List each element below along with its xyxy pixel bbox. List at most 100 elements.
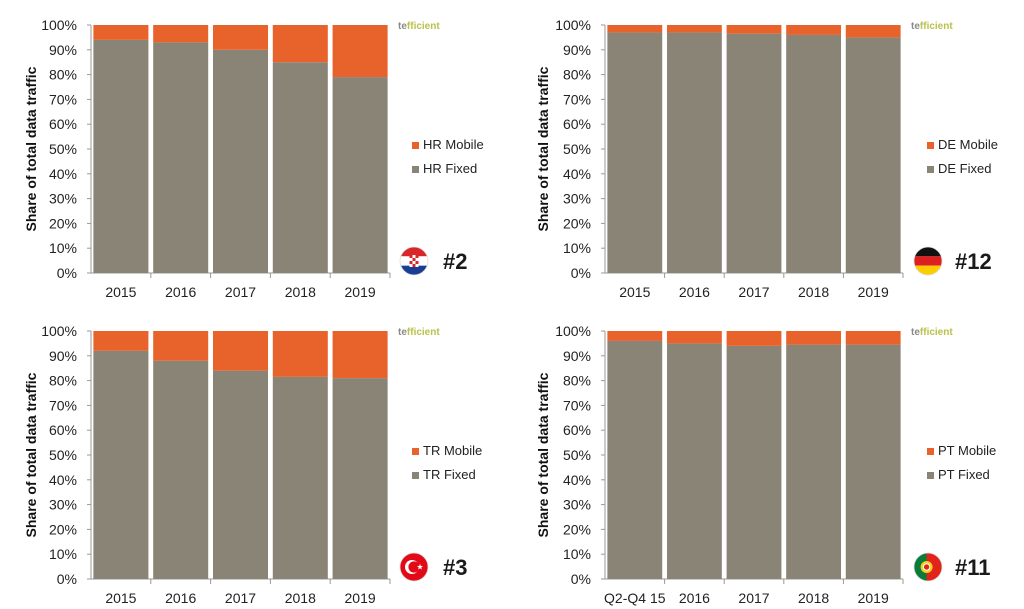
bar-mobile <box>212 331 269 371</box>
bar-mobile <box>607 25 663 33</box>
legend-label-mobile: PT Mobile <box>938 443 996 458</box>
y-tick-label: 60% <box>49 422 77 438</box>
y-tick-label: 80% <box>563 373 591 389</box>
bar-mobile <box>786 25 842 35</box>
y-tick-label: 30% <box>49 191 77 207</box>
y-tick-label: 10% <box>49 546 77 562</box>
x-tick-label: 2015 <box>105 590 136 606</box>
bar-fixed <box>786 34 842 273</box>
y-tick-label: 90% <box>49 42 77 58</box>
turkey-flag-icon <box>399 552 429 582</box>
tefficient-logo: tefficient <box>398 327 440 338</box>
x-tick-label: 2017 <box>225 284 256 300</box>
legend-swatch-mobile <box>927 448 934 455</box>
rank-badge: #2 <box>443 249 467 274</box>
bar-fixed <box>332 378 388 579</box>
bar-fixed <box>153 42 209 273</box>
x-tick-label: 2016 <box>679 284 710 300</box>
bar-mobile <box>332 25 388 78</box>
y-tick-label: 40% <box>563 166 591 182</box>
y-tick-label: 50% <box>49 447 77 463</box>
y-tick-label: 70% <box>49 91 77 107</box>
x-tick-label: Q2-Q4 15 <box>604 590 666 606</box>
y-tick-label: 100% <box>41 323 77 339</box>
y-tick-label: 0% <box>571 265 591 281</box>
x-tick-label: 2018 <box>285 590 316 606</box>
y-tick-label: 60% <box>563 422 591 438</box>
x-tick-label: 2017 <box>738 284 769 300</box>
legend-swatch-fixed <box>927 472 934 479</box>
chart-hr: 0% 10% 20% 30% 40% 50% 60% 70% 80% 90% 100% Share o… <box>23 17 484 300</box>
chart-pt: 0% 10% 20% 30% 40% 50% 60% 70% 80% 90% 100% Share o… <box>535 323 996 606</box>
x-tick-label: 2016 <box>679 590 710 606</box>
y-tick-label: 80% <box>49 373 77 389</box>
y-tick-label: 50% <box>49 141 77 157</box>
bar-fixed <box>272 376 328 579</box>
legend-swatch-fixed <box>927 166 934 173</box>
x-tick-label: 2018 <box>798 590 829 606</box>
legend-swatch-mobile <box>412 448 419 455</box>
legend-swatch-fixed <box>412 166 419 173</box>
y-tick-label: 100% <box>41 17 77 33</box>
y-tick-label: 0% <box>571 571 591 587</box>
bar-fixed <box>666 32 722 273</box>
y-tick-label: 30% <box>49 497 77 513</box>
x-tick-label: 2016 <box>165 590 196 606</box>
bar-mobile <box>845 331 901 345</box>
bar-mobile <box>153 25 209 43</box>
legend-label-mobile: TR Mobile <box>423 443 482 458</box>
y-tick-label: 90% <box>563 42 591 58</box>
bar-fixed <box>666 343 722 579</box>
bar-fixed <box>786 344 842 579</box>
bar-mobile <box>607 331 663 341</box>
y-axis-label: Share of total data traffic <box>535 66 551 231</box>
bar-fixed <box>212 49 269 273</box>
y-tick-label: 50% <box>563 141 591 157</box>
bar-mobile <box>332 331 388 379</box>
bar-fixed <box>607 32 663 273</box>
bar-mobile <box>272 25 328 63</box>
y-tick-label: 20% <box>49 521 77 537</box>
y-tick-label: 70% <box>563 397 591 413</box>
bar-fixed <box>726 345 782 579</box>
x-tick-label: 2018 <box>798 284 829 300</box>
x-tick-label: 2016 <box>165 284 196 300</box>
croatia-flag-icon <box>399 246 429 276</box>
bar-fixed <box>93 39 149 273</box>
y-axis-label: Share of total data traffic <box>23 66 39 231</box>
bar-fixed <box>845 344 901 579</box>
y-tick-label: 40% <box>49 166 77 182</box>
y-tick-label: 20% <box>49 215 77 231</box>
x-tick-label: 2019 <box>345 590 376 606</box>
y-axis-label: Share of total data traffic <box>535 372 551 537</box>
chart-tr: 0% 10% 20% 30% 40% 50% 60% 70% 80% 90% 100% Share o… <box>23 323 482 606</box>
bar-mobile <box>93 331 149 351</box>
bar-mobile <box>153 331 209 361</box>
y-tick-label: 80% <box>49 67 77 83</box>
y-tick-label: 10% <box>563 240 591 256</box>
bar-mobile <box>666 25 722 33</box>
y-tick-label: 70% <box>49 397 77 413</box>
chart-de: 0% 10% 20% 30% 40% 50% 60% 70% 80% 90% 100% Share o… <box>535 17 998 300</box>
y-tick-label: 80% <box>563 67 591 83</box>
bar-mobile <box>786 331 842 345</box>
bar-fixed <box>845 37 901 274</box>
x-tick-label: 2019 <box>858 284 889 300</box>
legend-swatch-mobile <box>927 142 934 149</box>
y-axis-label: Share of total data traffic <box>23 372 39 537</box>
y-tick-label: 60% <box>49 116 77 132</box>
tefficient-logo: tefficient <box>398 21 440 32</box>
y-tick-label: 100% <box>555 323 591 339</box>
tefficient-logo: tefficient <box>911 327 953 338</box>
bar-fixed <box>332 77 388 273</box>
portugal-flag-icon <box>913 552 943 582</box>
legend-label-mobile: DE Mobile <box>938 137 998 152</box>
bar-mobile <box>212 25 269 50</box>
y-tick-label: 90% <box>563 348 591 364</box>
y-tick-label: 0% <box>57 265 77 281</box>
bar-fixed <box>93 350 149 579</box>
bar-mobile <box>93 25 149 40</box>
legend-label-fixed: PT Fixed <box>938 467 990 482</box>
bar-mobile <box>726 331 782 346</box>
